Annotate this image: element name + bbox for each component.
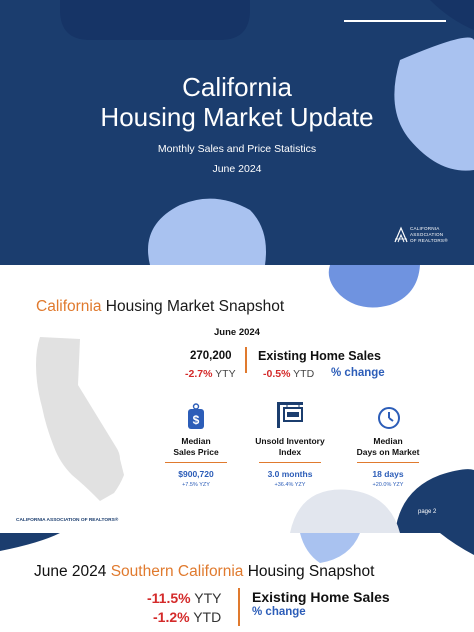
page-number: page 2 (418, 509, 437, 515)
metric-inventory-label-line2: Index (278, 447, 302, 457)
southern-title-rest: Housing Snapshot (243, 563, 375, 580)
for-sale-sign-icon (277, 402, 303, 428)
cover-title-line2: Housing Market Update (100, 102, 374, 132)
cover-title: California Housing Market Update (0, 72, 474, 132)
metric-median-price-label: Median Sales Price (146, 436, 246, 458)
svg-text:$: $ (193, 413, 200, 427)
southern-yty-change: -11.5% YTY (147, 590, 221, 606)
snapshot-period: June 2024 (214, 327, 260, 338)
snapshot-divider (245, 347, 247, 373)
metric-inventory-label: Unsold Inventory Index (240, 436, 340, 458)
ytd-label: YTD (290, 368, 315, 380)
clock-icon (378, 407, 400, 429)
southern-pct-change-label: % change (252, 606, 306, 618)
metric-days-label: Median Days on Market (338, 436, 438, 458)
southern-title-region: Southern California (110, 563, 244, 580)
cover-date: June 2024 (212, 163, 262, 175)
metric-inventory-label-line1: Unsold Inventory (255, 436, 325, 446)
ytd-change: -0.5% YTD (263, 368, 314, 380)
metric-inventory-divider (259, 462, 321, 463)
metric-days-value: 18 days (372, 469, 404, 479)
snapshot-title: California Housing Market Snapshot (36, 298, 284, 316)
snapshot-decorative-shapes (0, 265, 474, 533)
yty-change: -2.7% YTY (185, 368, 236, 380)
metric-inventory-change: +36.4% YZY (274, 482, 306, 488)
metric-median-price-label-line2: Sales Price (173, 447, 219, 457)
snapshot-title-state: California (36, 298, 102, 315)
southern-divider (238, 588, 240, 626)
california-map-icon (36, 337, 124, 501)
southern-sales-label: Existing Home Sales (252, 589, 390, 605)
cover-title-line1: California (182, 72, 292, 102)
yty-label: YTY (212, 368, 236, 380)
metric-days-label-line2: Days on Market (356, 447, 420, 457)
metric-days-divider (357, 462, 419, 463)
existing-sales-label: Existing Home Sales (258, 349, 381, 363)
southern-yty-value: -11.5% (147, 590, 191, 606)
car-logo-line3: OF REALTORS® (410, 238, 448, 243)
southern-ytd-label: YTD (189, 609, 222, 625)
car-logo-icon (394, 226, 408, 243)
southern-yty-label: YTY (190, 590, 222, 606)
cover-subtitle-block: Monthly Sales and Price Statistics June … (0, 139, 474, 179)
cover-slide: California Housing Market Update Monthly… (0, 0, 474, 265)
cover-accent-line (344, 20, 446, 22)
metric-days-label-line1: Median (373, 436, 403, 446)
metric-median-price-label-line1: Median (181, 436, 211, 446)
metric-inventory-value: 3.0 months (267, 469, 313, 479)
yty-value: -2.7% (185, 368, 213, 380)
southern-ytd-change: -1.2% YTD (153, 609, 221, 625)
cover-subtitle: Monthly Sales and Price Statistics (157, 143, 317, 155)
southern-ytd-value: -1.2% (153, 609, 190, 625)
metric-median-price-value: $900,720 (178, 469, 214, 479)
car-logo-line1: CALIFORNIA (410, 226, 440, 231)
southern-slide: June 2024 Southern California Housing Sn… (0, 533, 474, 632)
pct-change-label: % change (331, 367, 385, 379)
metric-median-price-change: +7.5% YZY (182, 482, 210, 488)
ytd-value: -0.5% (263, 368, 291, 380)
snapshot-title-rest: Housing Market Snapshot (101, 298, 285, 315)
existing-sales-value: 270,200 (190, 350, 232, 362)
metric-days-change: +20.0% YZY (372, 482, 404, 488)
snapshot-slide: California Housing Market Snapshot June … (0, 265, 474, 533)
southern-title: June 2024 Southern California Housing Sn… (34, 563, 374, 581)
metric-median-price-divider (165, 462, 227, 463)
car-logo: CALIFORNIA ASSOCIATION OF REALTORS® (394, 224, 456, 246)
car-logo-line2: ASSOCIATION (410, 232, 444, 237)
footer-logo-text: CALIFORNIA ASSOCIATION OF REALTORS® (16, 518, 119, 523)
southern-title-prefix: June 2024 (34, 563, 111, 580)
price-tag-icon: $ (188, 403, 204, 429)
car-logo-text: CALIFORNIA ASSOCIATION OF REALTORS® (410, 226, 448, 244)
southern-decorative-shapes (0, 533, 474, 563)
cover-decorative-shapes (60, 0, 474, 265)
